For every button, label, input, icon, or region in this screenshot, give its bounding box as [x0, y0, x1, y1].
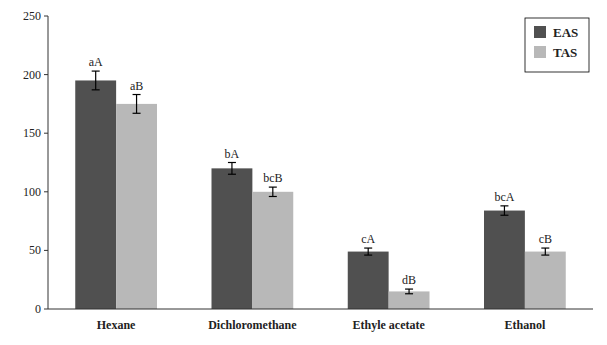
- legend-swatch: [534, 26, 546, 38]
- error-cap: [405, 288, 413, 289]
- y-tick-label: 100: [23, 185, 41, 199]
- bar: [252, 192, 293, 309]
- annotations: aA bA cA bcA aB bcB dB cB: [89, 55, 552, 287]
- y-tick: [44, 16, 48, 17]
- error-cap: [133, 94, 141, 95]
- x-axis-line: [48, 309, 593, 310]
- error-cap: [364, 254, 372, 255]
- error-line: [231, 163, 232, 175]
- legend-swatch: [534, 46, 546, 58]
- error-cap: [500, 205, 508, 206]
- error-bar: [228, 163, 236, 175]
- error-cap: [92, 89, 100, 90]
- annotation: aA: [89, 55, 103, 69]
- bar: [116, 104, 157, 309]
- annotation: dB: [402, 273, 416, 287]
- error-line: [504, 206, 505, 215]
- error-line: [408, 289, 409, 294]
- legend-label: EAS: [553, 25, 578, 40]
- bar: [389, 291, 430, 309]
- y-tick-label: 200: [23, 68, 41, 82]
- chart-container: aA bA cA bcA aB bcB dB cB 0 50 100 150 200 250 Hexane D…: [0, 0, 607, 345]
- error-cap: [541, 254, 549, 255]
- error-cap: [269, 187, 277, 188]
- y-tick-label: 250: [23, 9, 41, 23]
- error-cap: [541, 247, 549, 248]
- error-cap: [364, 247, 372, 248]
- error-cap: [228, 174, 236, 175]
- error-line: [368, 248, 369, 255]
- x-tick-label: Ethyle acetate: [352, 318, 425, 332]
- error-line: [136, 95, 137, 114]
- bar: [212, 168, 253, 309]
- error-cap: [500, 215, 508, 216]
- y-tick: [44, 191, 48, 192]
- error-bar: [500, 206, 508, 215]
- bar: [484, 211, 525, 309]
- annotation: cB: [539, 232, 552, 246]
- error-bar: [541, 248, 549, 255]
- y-tick: [44, 250, 48, 251]
- error-bar: [92, 71, 100, 90]
- legend-frame: [525, 18, 589, 72]
- x-tick-label: Dichloromethane: [208, 318, 297, 332]
- error-cap: [92, 70, 100, 71]
- legend-label: TAS: [553, 45, 577, 60]
- y-tick: [44, 74, 48, 75]
- error-cap: [133, 113, 141, 114]
- error-line: [272, 187, 273, 196]
- annotation: bcA: [494, 190, 514, 204]
- y-tick-label: 0: [35, 302, 41, 316]
- bar: [525, 252, 566, 309]
- x-tick-label: Hexane: [97, 318, 136, 332]
- annotation: cA: [361, 232, 375, 246]
- bar: [75, 80, 116, 309]
- error-cap: [405, 293, 413, 294]
- annotation: bcB: [263, 171, 282, 185]
- error-bar: [364, 248, 372, 255]
- bars: [75, 71, 566, 309]
- y-tick-label: 50: [29, 243, 41, 257]
- y-tick-label: 150: [23, 126, 41, 140]
- error-bar: [133, 95, 141, 114]
- error-cap: [269, 196, 277, 197]
- error-line: [545, 248, 546, 255]
- bar: [348, 252, 389, 309]
- error-line: [95, 71, 96, 90]
- y-axis-line: [48, 16, 49, 309]
- y-tick: [44, 309, 48, 310]
- legend: EAS TAS: [525, 18, 589, 72]
- annotation: bA: [225, 147, 240, 161]
- y-tick: [44, 133, 48, 134]
- error-bar: [405, 289, 413, 294]
- error-bar: [269, 187, 277, 196]
- error-cap: [228, 162, 236, 163]
- annotation: aB: [130, 79, 143, 93]
- x-tick-label: Ethanol: [505, 318, 546, 332]
- chart-svg: aA bA cA bcA aB bcB dB cB 0 50 100 150 200 250 Hexane D…: [0, 0, 607, 345]
